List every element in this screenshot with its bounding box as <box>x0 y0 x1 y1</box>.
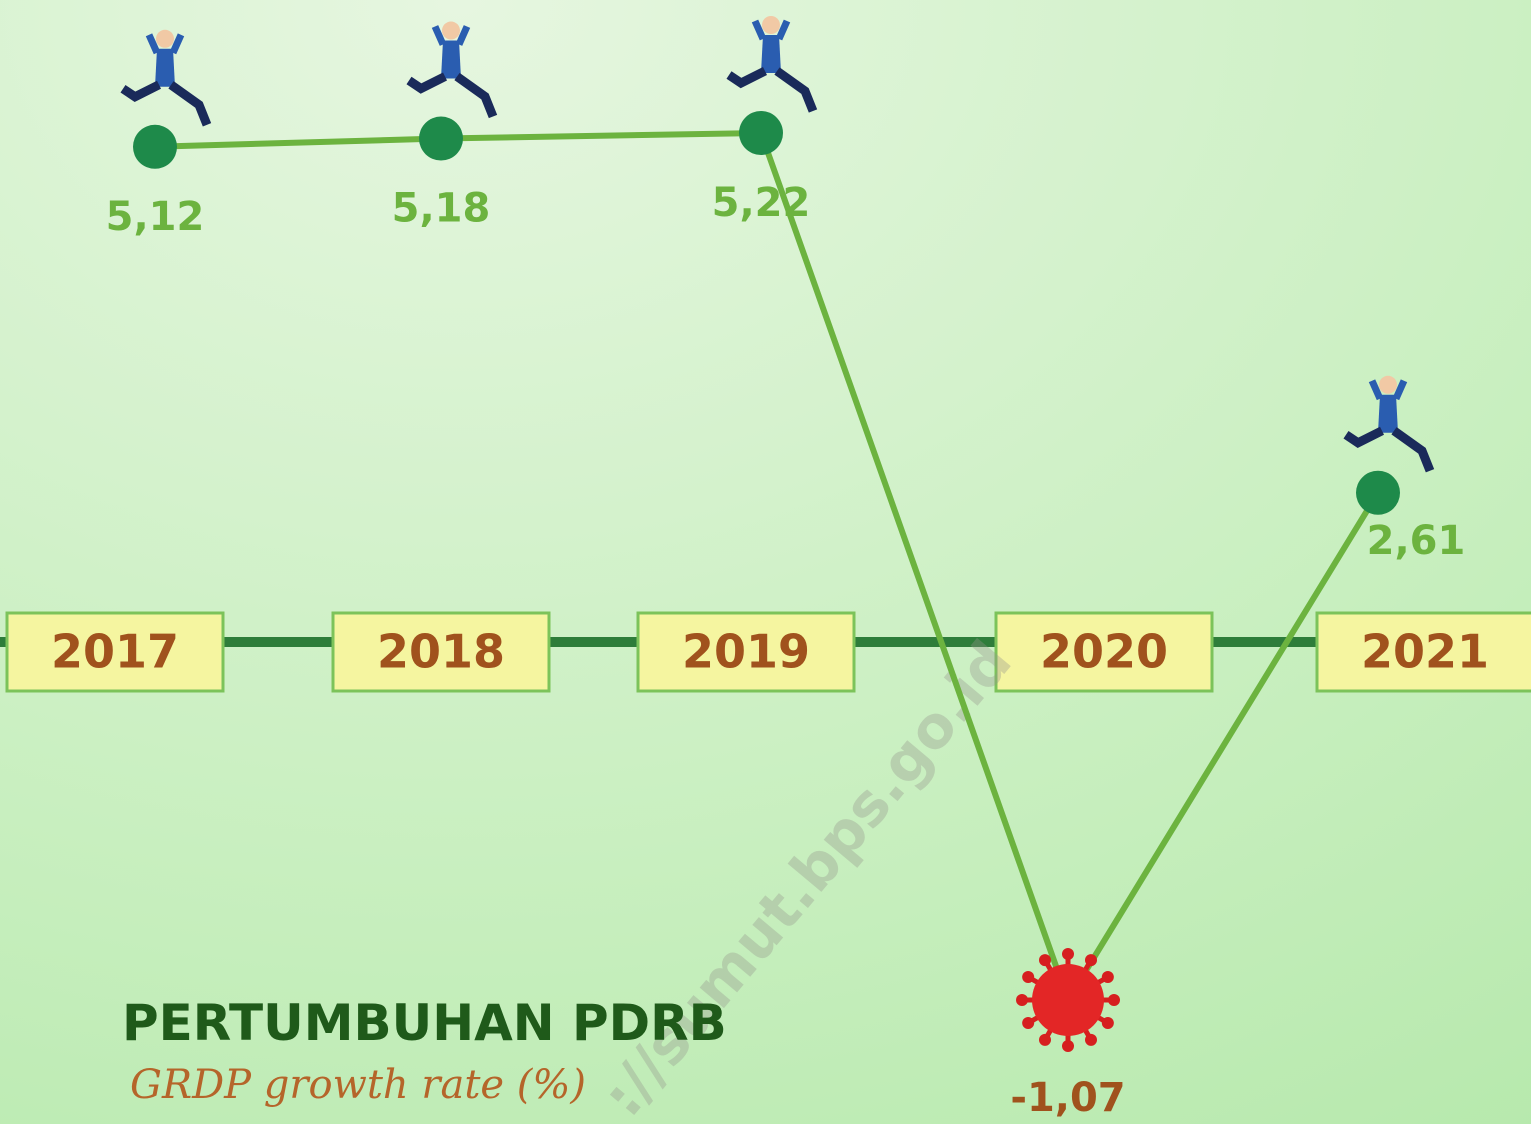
virus-tip <box>1022 971 1035 983</box>
virus-tip <box>1085 1033 1097 1046</box>
runner-legs <box>1343 426 1435 473</box>
year-box <box>994 611 1214 693</box>
runner-body <box>441 40 461 79</box>
point <box>1356 470 1400 515</box>
runner-legs <box>120 80 212 127</box>
virus-tip <box>1101 1017 1114 1029</box>
virus-tip <box>1016 994 1028 1006</box>
runner-arms <box>1368 379 1408 401</box>
year-box <box>331 611 551 693</box>
runner-body <box>761 35 781 73</box>
virus-tip <box>1039 954 1051 967</box>
virus-tip <box>1101 971 1114 983</box>
virus-icon <box>1016 948 1120 1052</box>
year-label: 2018 <box>377 625 505 679</box>
runner-icon <box>1343 375 1435 473</box>
value-label: 2,61 <box>1367 518 1466 564</box>
value-label: 5,22 <box>712 180 811 226</box>
virus-tip <box>1108 994 1120 1006</box>
runner-body <box>1378 394 1398 433</box>
runner-head <box>762 16 780 34</box>
runner-body <box>155 48 175 87</box>
virus-tip <box>1085 954 1097 967</box>
year-box <box>636 611 856 693</box>
point <box>133 124 177 169</box>
year-boxes: 2017 2018 2019 2020 2021 <box>5 611 1531 693</box>
chart-subtitle: GRDP growth rate (%) <box>130 1062 586 1108</box>
runner-head <box>1379 375 1397 394</box>
year-box <box>5 611 225 693</box>
virus-tip <box>1062 948 1074 960</box>
point <box>739 111 783 155</box>
year-label: 2019 <box>682 625 810 679</box>
runner-icon <box>726 16 818 113</box>
runner-head <box>156 29 174 48</box>
year-box <box>1315 611 1531 693</box>
runner-arms <box>431 25 471 46</box>
runner-icon <box>406 21 498 119</box>
runner-legs <box>406 72 498 119</box>
year-label: 2021 <box>1361 625 1489 679</box>
value-label: -1,07 <box>1010 1075 1125 1121</box>
virus-tip <box>1022 1017 1035 1029</box>
virus-tip <box>1062 1040 1074 1052</box>
runner-legs <box>726 66 818 113</box>
runner-icon <box>120 29 212 127</box>
virus-core <box>1032 964 1104 1036</box>
point <box>419 116 463 161</box>
year-label: 2020 <box>1040 625 1168 679</box>
value-label: 5,12 <box>106 194 205 240</box>
runner-arms <box>145 33 185 55</box>
runner-arms <box>751 19 791 41</box>
chart-title: PERTUMBUHAN PDRB <box>122 994 727 1052</box>
plot: 5,12 5,18 5,22 -1,07 2,61 <box>106 16 1466 1121</box>
year-label: 2017 <box>51 625 179 679</box>
runner-head <box>442 21 460 40</box>
virus-tip <box>1039 1033 1051 1046</box>
value-label: 5,18 <box>392 186 491 232</box>
